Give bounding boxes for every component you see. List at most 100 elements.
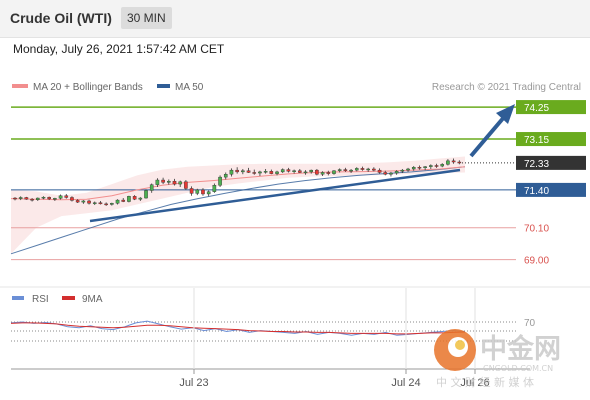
candle-body bbox=[429, 165, 433, 167]
x-axis: Jul 23 Jul 24 Jul 26 bbox=[0, 286, 590, 389]
level-label-71.40: 71.40 bbox=[524, 186, 549, 197]
candle-body bbox=[229, 169, 234, 175]
candle-body bbox=[178, 181, 182, 185]
candle-body bbox=[149, 184, 154, 191]
instrument-title: Crude Oil (WTI) bbox=[10, 10, 112, 26]
ma20-line bbox=[10, 166, 466, 201]
candle-body bbox=[144, 190, 148, 199]
candle-body bbox=[451, 160, 456, 163]
legend-label-bollinger: MA 20 + Bollinger Bands bbox=[33, 82, 143, 93]
x-tick-label: Jul 24 bbox=[391, 377, 420, 389]
candle-body bbox=[206, 191, 211, 195]
level-tag-72.33 bbox=[516, 155, 586, 170]
candle-body bbox=[457, 161, 462, 164]
candle-body bbox=[166, 180, 171, 183]
candle-body bbox=[372, 168, 376, 171]
rsi-series-rsi bbox=[10, 320, 466, 336]
candle-body bbox=[161, 179, 165, 183]
candle-body bbox=[326, 172, 331, 174]
level-label-73.15: 73.15 bbox=[524, 135, 549, 146]
candle-body bbox=[286, 169, 291, 172]
candle-body bbox=[354, 168, 359, 171]
candle-body bbox=[58, 195, 63, 199]
candle-body bbox=[218, 176, 222, 186]
candle-body bbox=[263, 171, 268, 173]
candle-body bbox=[241, 170, 245, 173]
candle-body bbox=[18, 197, 23, 199]
candle-body bbox=[315, 169, 319, 175]
rsi-plot-area: 70 bbox=[10, 318, 536, 342]
candle-body bbox=[280, 169, 285, 173]
rsi-level-label-70: 70 bbox=[524, 318, 536, 329]
candle-body bbox=[269, 171, 274, 174]
watermark-brand: 中金网 bbox=[480, 333, 561, 365]
candle-body bbox=[92, 202, 97, 204]
candle-body bbox=[411, 167, 416, 170]
candle-body bbox=[75, 200, 80, 203]
watermark-domain: CNGOLD.COM.CN bbox=[483, 364, 553, 373]
candle-body bbox=[155, 179, 160, 185]
level-tag-74.25 bbox=[516, 100, 586, 115]
timeframe-badge[interactable]: 30 MIN bbox=[121, 7, 172, 29]
legend-swatch-bollinger bbox=[12, 84, 28, 88]
x-tick-label: Jul 26 bbox=[460, 377, 489, 389]
candle-body bbox=[87, 200, 91, 204]
candle-body bbox=[400, 169, 405, 172]
candle-body bbox=[320, 172, 325, 175]
level-label-70.10: 70.10 bbox=[524, 224, 549, 235]
candle-body bbox=[303, 171, 308, 174]
candle-body bbox=[172, 180, 177, 185]
candle-body bbox=[434, 165, 439, 167]
candle-body bbox=[383, 172, 388, 175]
level-tag-73.15 bbox=[516, 132, 586, 147]
candle-body bbox=[184, 181, 188, 189]
candle-body bbox=[423, 166, 427, 169]
legend-label-rsi: RSI bbox=[32, 294, 49, 305]
candle-body bbox=[298, 170, 302, 173]
watermark: 中金网 CNGOLD.COM.CN 中 文 财 经 新 媒 体 bbox=[434, 329, 561, 389]
rsi-series-9ma bbox=[10, 322, 466, 335]
candle-body bbox=[360, 168, 365, 170]
candle-body bbox=[343, 169, 348, 171]
timestamp: Monday, July 26, 2021 1:57:42 AM CET bbox=[13, 42, 225, 56]
candle-body bbox=[47, 196, 51, 200]
candle-body bbox=[252, 172, 257, 174]
candle-body bbox=[127, 196, 131, 202]
candle-body bbox=[35, 197, 40, 200]
candle-body bbox=[189, 188, 194, 194]
candle-body bbox=[235, 169, 239, 173]
candle-body bbox=[275, 171, 279, 174]
candle-body bbox=[417, 167, 422, 169]
research-credit: Research © 2021 Trading Central bbox=[432, 82, 581, 93]
legend-swatch-ma50 bbox=[157, 84, 170, 88]
candle-body bbox=[349, 169, 353, 172]
candle-body bbox=[394, 171, 399, 174]
candle-body bbox=[201, 189, 205, 195]
candle-body bbox=[121, 199, 126, 202]
watermark-logo-core bbox=[455, 340, 465, 350]
candle-body bbox=[24, 197, 29, 200]
legend-swatch-9ma bbox=[62, 296, 75, 300]
candle-body bbox=[110, 203, 114, 205]
candle-body bbox=[81, 200, 86, 203]
legend-swatch-rsi bbox=[12, 296, 24, 300]
candle-body bbox=[246, 170, 251, 173]
candle-body bbox=[258, 171, 262, 174]
candle-body bbox=[389, 172, 393, 175]
candle-body bbox=[138, 197, 143, 200]
projection-arrow-head bbox=[496, 104, 515, 124]
watermark-slogan: 中 文 财 经 新 媒 体 bbox=[436, 375, 534, 389]
candle-body bbox=[70, 197, 74, 201]
legend-label-9ma: 9MA bbox=[82, 294, 103, 305]
candle-body bbox=[212, 185, 217, 192]
candle-body bbox=[446, 160, 450, 165]
candle-body bbox=[104, 203, 108, 206]
level-label-72.33: 72.33 bbox=[524, 159, 549, 170]
candle-body bbox=[41, 196, 46, 199]
candle-body bbox=[337, 169, 342, 171]
level-label-69.00: 69.00 bbox=[524, 256, 549, 267]
projection-arrow bbox=[469, 114, 507, 158]
candle-body bbox=[292, 170, 296, 172]
price-plot-area: 74.25 73.15 72.33 71.40 70.10 69.00 bbox=[10, 100, 586, 267]
